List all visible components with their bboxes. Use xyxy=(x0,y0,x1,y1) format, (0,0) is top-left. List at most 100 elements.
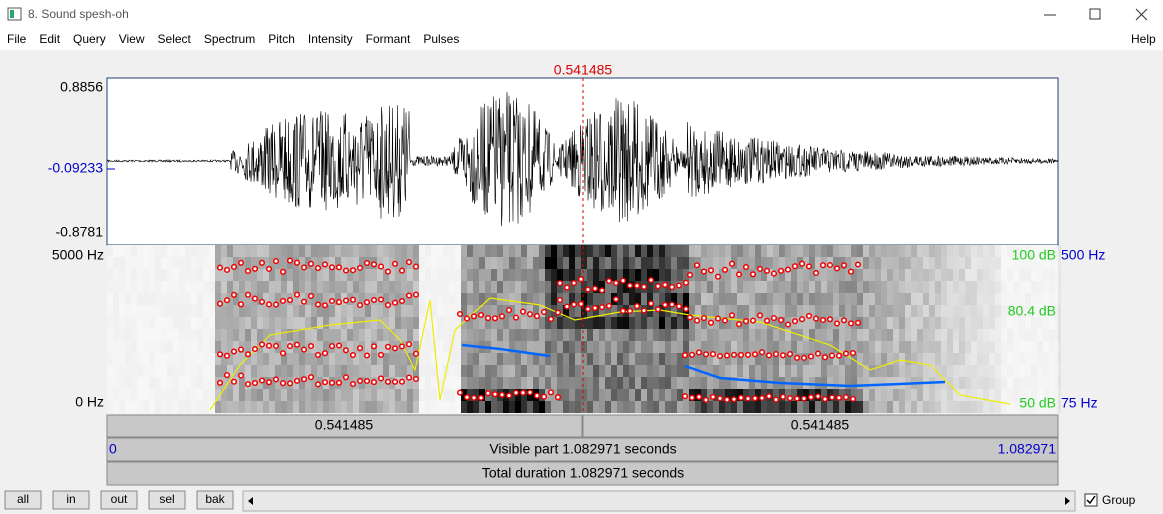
spectrogram-cell xyxy=(977,377,983,389)
spectrogram-cell xyxy=(821,269,827,281)
zoom-button[interactable] xyxy=(148,490,186,510)
close-button[interactable] xyxy=(1135,8,1148,21)
spectrogram-cell xyxy=(725,269,731,281)
spectrogram-cell xyxy=(527,353,533,365)
spectrogram-cell xyxy=(323,281,329,293)
spectrogram-cell xyxy=(923,269,929,281)
menu-item[interactable]: Formant xyxy=(366,32,411,46)
spectrogram-cell xyxy=(317,269,323,281)
spectrogram-cell xyxy=(443,305,449,317)
spectrogram-cell xyxy=(239,245,245,257)
spectrogram-cell xyxy=(629,389,635,401)
formant-point xyxy=(223,372,231,379)
spectrogram-cell xyxy=(947,341,953,353)
spectrogram-cell xyxy=(569,341,575,353)
spectrogram-cell xyxy=(911,305,917,317)
spectrogram-cell xyxy=(299,401,305,413)
zoom-button[interactable] xyxy=(100,490,138,510)
visible-part-bar[interactable] xyxy=(106,437,1059,462)
zoom-button[interactable] xyxy=(4,490,42,510)
spectrogram-cell xyxy=(443,401,449,413)
spectrogram-cell xyxy=(311,257,317,269)
menu-item[interactable]: File xyxy=(7,32,27,46)
spectrogram-cell xyxy=(173,245,179,257)
spectrogram-cell xyxy=(245,269,251,281)
spectrogram-cell xyxy=(677,317,683,329)
spectrogram-cell xyxy=(143,281,149,293)
spectrogram-cell xyxy=(413,389,419,401)
spectrogram-cell xyxy=(881,269,887,281)
menu-item[interactable]: Pulses xyxy=(423,32,459,46)
spectrogram-cell xyxy=(197,389,203,401)
spectrogram-cell xyxy=(491,257,497,269)
right-half-bar[interactable] xyxy=(582,414,1059,438)
spectrogram-cell xyxy=(317,329,323,341)
spectrogram-cell xyxy=(1043,377,1049,389)
spectrogram-cell xyxy=(335,281,341,293)
spectrogram-cell xyxy=(545,257,551,269)
spectrogram-cell xyxy=(593,341,599,353)
spectrogram-cell xyxy=(611,317,617,329)
spectrogram-cell xyxy=(449,245,455,257)
zoom-button[interactable] xyxy=(52,490,90,510)
spectrogram-cell xyxy=(551,245,557,257)
spectrogram-cell xyxy=(761,353,767,365)
spectrogram-cell xyxy=(959,317,965,329)
spectrogram-cell xyxy=(851,377,857,389)
scrollbar[interactable] xyxy=(242,490,1076,512)
spectrogram-cell xyxy=(353,377,359,389)
menu-item[interactable]: Query xyxy=(73,32,106,46)
zoom-button[interactable] xyxy=(196,490,234,510)
menu-item[interactable]: Intensity xyxy=(308,32,353,46)
spectrogram-cell xyxy=(221,245,227,257)
spectrogram-cell xyxy=(509,245,515,257)
spectrogram-cell xyxy=(149,353,155,365)
spectrogram-cell xyxy=(359,317,365,329)
menu-item[interactable]: Spectrum xyxy=(204,32,255,46)
menu-item[interactable]: Edit xyxy=(39,32,60,46)
spectrogram-cell xyxy=(377,281,383,293)
spectrogram-cell xyxy=(749,293,755,305)
spectrogram-cell xyxy=(191,293,197,305)
scroll-left[interactable] xyxy=(248,497,253,505)
spectrogram-cell xyxy=(257,365,263,377)
spectrogram-cell xyxy=(521,341,527,353)
spectrogram-cell xyxy=(767,293,773,305)
scroll-right[interactable] xyxy=(1065,497,1070,505)
formant-point xyxy=(405,292,413,299)
menu-item[interactable]: Select xyxy=(158,32,192,46)
spectrogram-cell xyxy=(443,341,449,353)
spectrogram-cell xyxy=(125,269,131,281)
spectrogram-cell xyxy=(905,401,911,413)
spectrogram-cell xyxy=(395,377,401,389)
menu-item[interactable]: View xyxy=(119,32,145,46)
spectrogram-cell xyxy=(557,353,563,365)
menu-item[interactable]: Pitch xyxy=(268,32,295,46)
spectrogram-cell xyxy=(413,257,419,269)
spectrogram-cell xyxy=(173,317,179,329)
spectrogram-cell xyxy=(509,305,515,317)
spectrogram-cell xyxy=(167,377,173,389)
spectrogram-cell xyxy=(593,329,599,341)
total-duration-bar[interactable] xyxy=(106,461,1059,486)
spectrogram-cell xyxy=(371,305,377,317)
spectrogram-cell xyxy=(155,305,161,317)
spectrogram-cell xyxy=(197,257,203,269)
spectrogram-cell xyxy=(539,257,545,269)
group-checkbox[interactable] xyxy=(1084,493,1098,507)
spectrogram-cell xyxy=(911,401,917,413)
maximize-button[interactable] xyxy=(1089,8,1101,20)
left-half-bar[interactable] xyxy=(106,414,583,438)
spectrogram-cell xyxy=(779,245,785,257)
spectrogram-cell xyxy=(935,317,941,329)
spectrogram-cell xyxy=(521,329,527,341)
spectrogram-cell xyxy=(467,329,473,341)
spectrogram-cell xyxy=(581,257,587,269)
menu-item[interactable]: Help xyxy=(1131,32,1156,46)
spectrogram-cell xyxy=(731,293,737,305)
formant-point xyxy=(786,351,794,358)
spectrogram-cell xyxy=(437,329,443,341)
spectrogram-cell xyxy=(347,329,353,341)
spectrogram-cell xyxy=(641,353,647,365)
spectrogram-cell xyxy=(977,329,983,341)
